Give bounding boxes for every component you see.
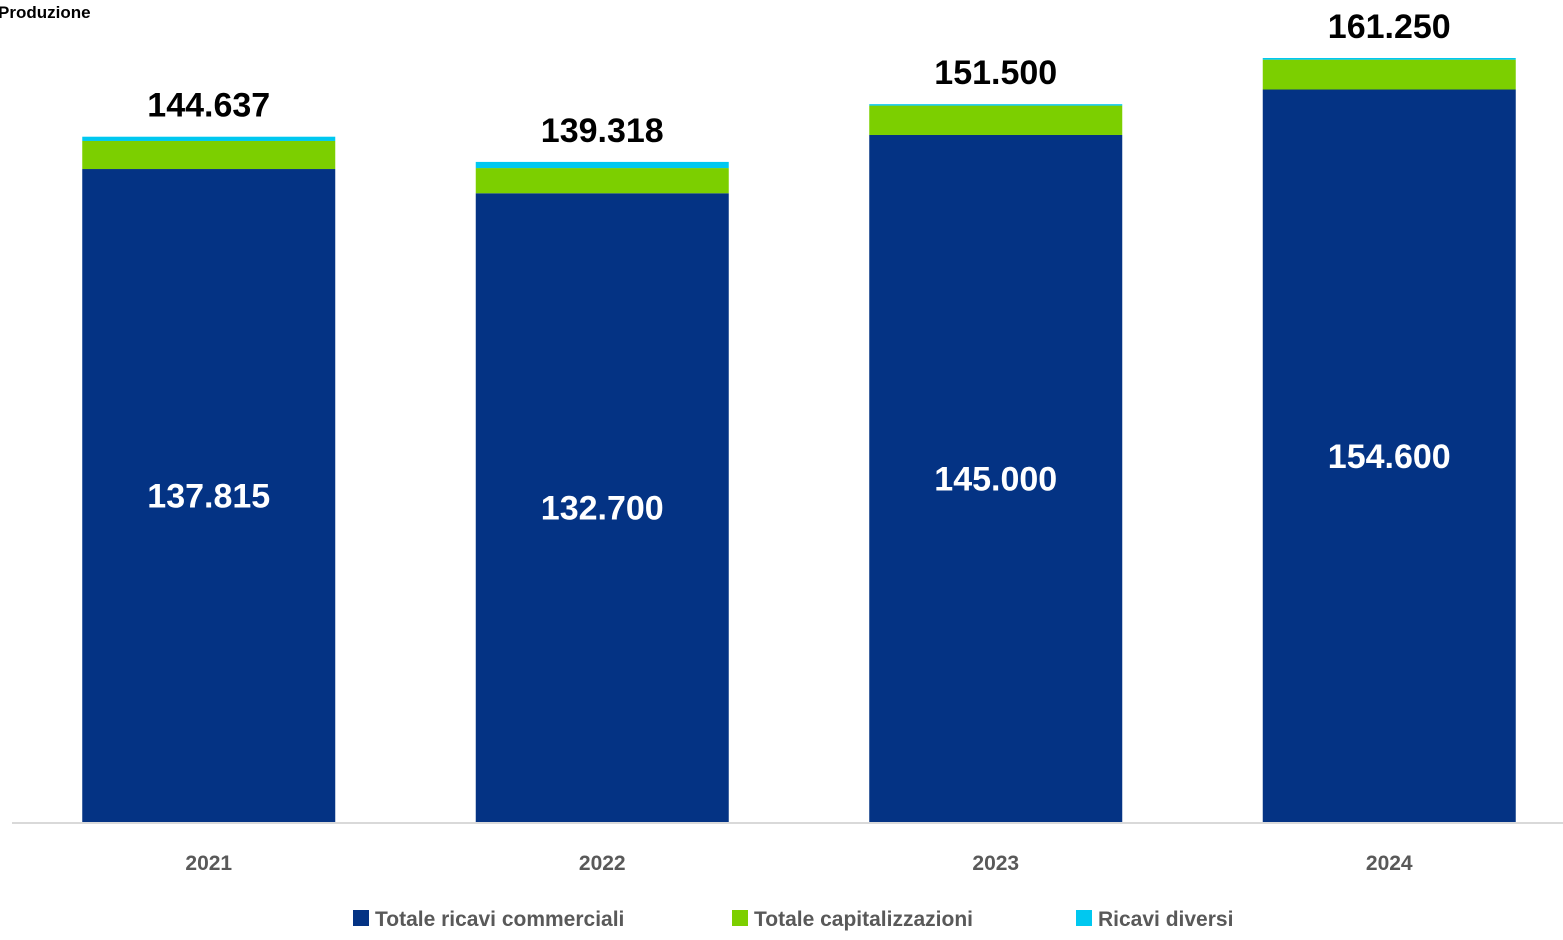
- x-tick-label: 2021: [185, 852, 232, 875]
- bar-segment-2-2023: [869, 104, 1123, 106]
- bar-value-label: 132.700: [541, 490, 664, 528]
- bar-segment-2-2024: [1262, 58, 1516, 60]
- bar-segment-1-2022: [475, 168, 729, 194]
- legend-label: Totale capitalizzazioni: [754, 908, 973, 931]
- bar-segment-0-2023: [869, 134, 1123, 823]
- bar-segment-0-2022: [475, 193, 729, 822]
- chart-title: Produzione: [0, 3, 91, 22]
- legend-item: Totale capitalizzazioni: [732, 908, 973, 931]
- legend-label: Totale ricavi commerciali: [375, 908, 624, 931]
- bars-layer: [82, 58, 1516, 823]
- total-value-label: 161.250: [1328, 8, 1451, 46]
- total-value-label: 139.318: [541, 112, 664, 150]
- total-value-label: 144.637: [147, 87, 270, 125]
- legend-swatch: [732, 910, 748, 926]
- bar-value-label: 154.600: [1328, 438, 1451, 476]
- x-tick-labels: 2021 2022 2023 2024: [185, 852, 1413, 875]
- data-labels: 137.815 144.637 132.700 139.318 145.000 151.5…: [147, 8, 1450, 528]
- legend-item: Totale ricavi commerciali: [353, 908, 624, 931]
- bar-segment-0-2021: [82, 169, 336, 822]
- x-tick-label: 2023: [972, 852, 1019, 875]
- bar-segment-2-2021: [82, 136, 336, 141]
- bar-segment-0-2024: [1262, 89, 1516, 822]
- legend-swatch: [353, 910, 369, 926]
- legend: Totale ricavi commerciali Totale capitali…: [353, 908, 1233, 931]
- bar-segment-2-2022: [475, 161, 729, 169]
- bar-segment-1-2023: [869, 105, 1123, 135]
- legend-label: Ricavi diversi: [1098, 908, 1233, 931]
- x-tick-label: 2024: [1366, 852, 1413, 875]
- total-value-label: 151.500: [934, 54, 1057, 92]
- bar-segment-1-2021: [82, 140, 336, 170]
- bar-value-label: 145.000: [934, 461, 1057, 499]
- x-tick-label: 2022: [579, 852, 626, 875]
- legend-swatch: [1076, 910, 1092, 926]
- legend-item: Ricavi diversi: [1076, 908, 1233, 931]
- bar-value-label: 137.815: [147, 478, 270, 516]
- bar-segment-1-2024: [1262, 59, 1516, 90]
